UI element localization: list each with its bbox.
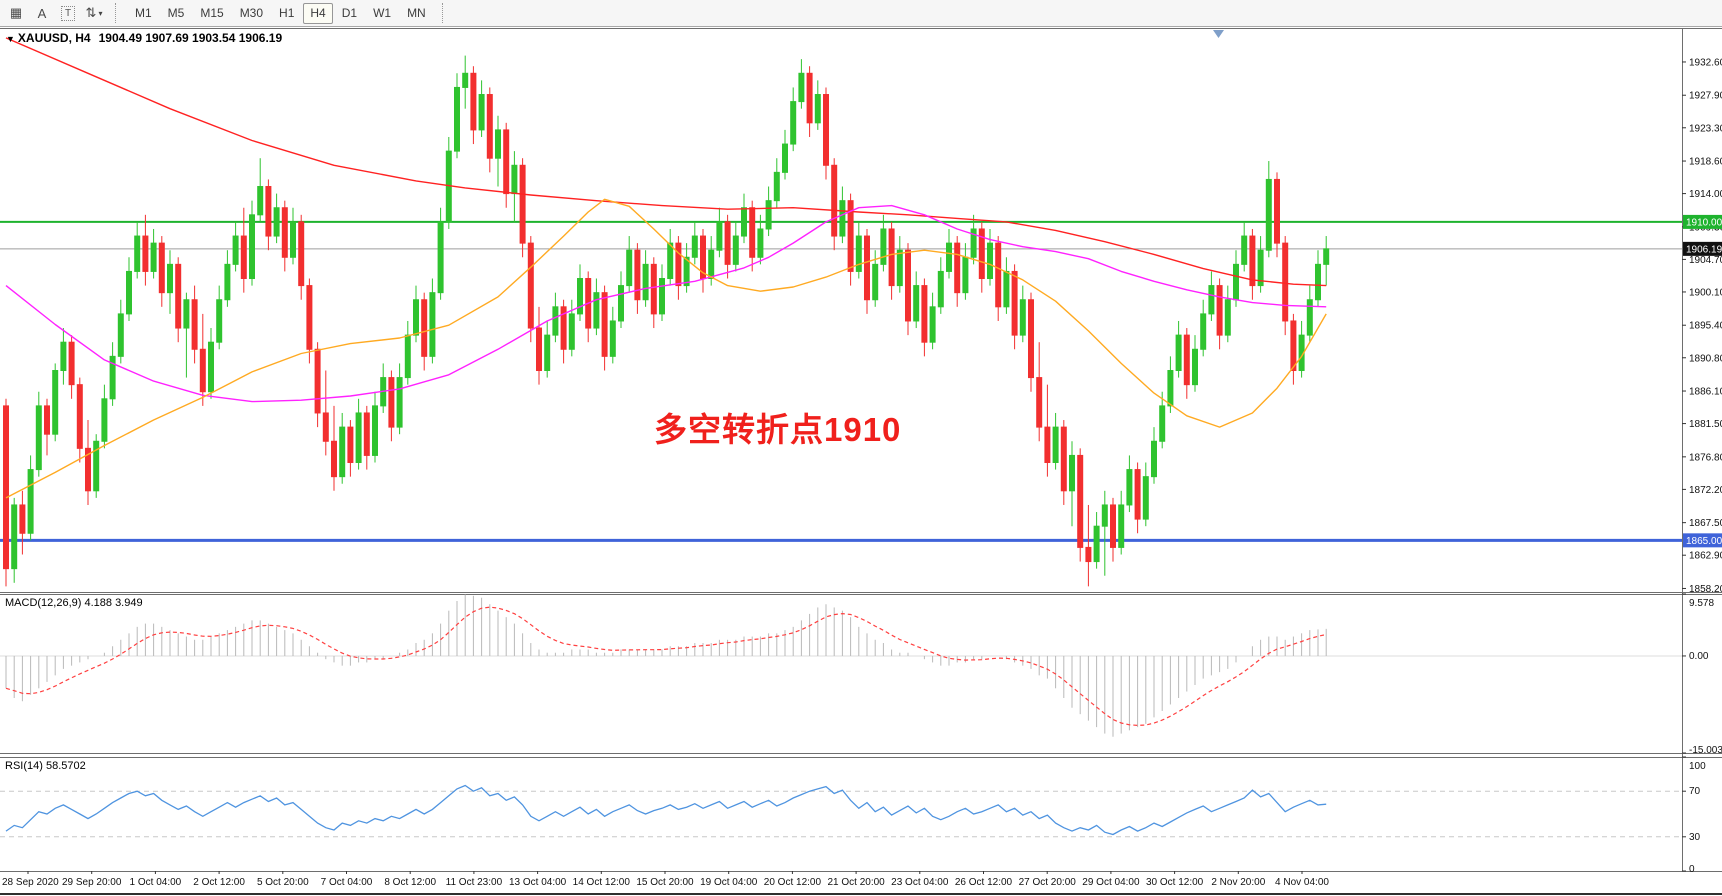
rsi-axis: 100 70 30 0 (1682, 756, 1706, 875)
timeframe-group: M1 M5 M15 M30 H1 H4 D1 W1 MN (127, 2, 434, 24)
svg-text:1910.00: 1910.00 (1686, 217, 1722, 228)
toolbar-separator[interactable] (115, 3, 121, 23)
svg-text:21 Oct 20:00: 21 Oct 20:00 (827, 877, 885, 888)
ma-red-line (5, 37, 1327, 287)
tf-button-mn[interactable]: MN (407, 6, 426, 20)
rsi-levels (0, 790, 1682, 838)
svg-text:1923.30: 1923.30 (1689, 123, 1722, 134)
tf-button-m30[interactable]: M30 (239, 6, 264, 20)
panel-frames (0, 28, 1722, 872)
chart-title: ▼ XAUUSD, H4 1904.49 1907.69 1903.54 1906.… (6, 31, 282, 45)
symbol-dropdown-icon[interactable]: ▼ (6, 34, 15, 44)
chart-shift-marker-icon[interactable] (1213, 30, 1224, 38)
svg-text:7 Oct 04:00: 7 Oct 04:00 (321, 877, 373, 888)
svg-text:1906.19: 1906.19 (1686, 244, 1722, 255)
svg-text:13 Oct 04:00: 13 Oct 04:00 (509, 877, 567, 888)
tf-button-m5[interactable]: M5 (167, 6, 185, 20)
svg-text:4 Nov 04:00: 4 Nov 04:00 (1275, 877, 1329, 888)
svg-text:15 Oct 20:00: 15 Oct 20:00 (636, 877, 694, 888)
svg-text:100: 100 (1689, 761, 1706, 772)
svg-text:8 Oct 12:00: 8 Oct 12:00 (384, 877, 436, 888)
rsi-line (5, 784, 1327, 836)
svg-text:20 Oct 12:00: 20 Oct 12:00 (764, 877, 822, 888)
macd-signal-line (5, 606, 1327, 727)
price-badge-1865.00: 1865.00 (1683, 533, 1722, 548)
svg-text:5 Oct 20:00: 5 Oct 20:00 (257, 877, 309, 888)
tf-button-h4[interactable]: H4 (303, 2, 333, 24)
svg-text:30: 30 (1689, 832, 1701, 843)
svg-text:2 Oct 12:00: 2 Oct 12:00 (193, 877, 245, 888)
svg-text:1895.40: 1895.40 (1689, 321, 1722, 332)
tf-button-m15[interactable]: M15 (200, 6, 224, 20)
tf-button-d1[interactable]: D1 (341, 6, 358, 20)
svg-text:23 Oct 04:00: 23 Oct 04:00 (891, 877, 949, 888)
macd-indicator-label: MACD(12,26,9) 4.188 3.949 (5, 597, 143, 609)
svg-text:29 Oct 04:00: 29 Oct 04:00 (1082, 877, 1140, 888)
svg-text:1900.10: 1900.10 (1689, 287, 1722, 298)
ohlc-values: 1904.49 1907.69 1903.54 1906.19 (98, 31, 283, 45)
macd-histogram (5, 594, 1327, 737)
toolbar-separator-2[interactable] (441, 3, 448, 23)
svg-text:0.00: 0.00 (1689, 651, 1709, 662)
macd-axis: 9.578 0.00 -15.003 (1682, 593, 1722, 756)
rsi-indicator-label: RSI(14) 58.5702 (5, 760, 86, 772)
svg-text:1876.80: 1876.80 (1689, 452, 1722, 463)
ma-orange-line (5, 198, 1327, 499)
svg-text:1890.80: 1890.80 (1689, 353, 1722, 364)
svg-text:1872.20: 1872.20 (1689, 485, 1722, 496)
svg-text:14 Oct 12:00: 14 Oct 12:00 (573, 877, 631, 888)
svg-text:1932.60: 1932.60 (1689, 57, 1722, 68)
svg-text:1904.70: 1904.70 (1689, 255, 1722, 266)
rsi-name: RSI(14) (5, 760, 43, 772)
chart-text-annotation: 多空转折点1910 (654, 411, 902, 448)
svg-text:26 Oct 12:00: 26 Oct 12:00 (955, 877, 1013, 888)
svg-text:2 Nov 20:00: 2 Nov 20:00 (1211, 877, 1265, 888)
font-label-icon[interactable]: A (37, 5, 47, 21)
svg-text:1914.00: 1914.00 (1689, 189, 1722, 200)
new-order-grid-icon[interactable]: ▦ (9, 5, 23, 20)
rsi-value: 58.5702 (45, 760, 86, 772)
ma-magenta-line (5, 204, 1327, 403)
svg-text:28 Sep 2020: 28 Sep 2020 (2, 877, 59, 888)
macd-name: MACD(12,26,9) (5, 597, 82, 609)
toolbar: ▦ A T ⇅ ▾ M1 M5 M15 M30 H1 H4 D1 W1 MN (0, 0, 1722, 27)
macd-values: 4.188 3.949 (84, 597, 143, 609)
svg-text:1 Oct 04:00: 1 Oct 04:00 (130, 877, 182, 888)
time-axis[interactable]: 28 Sep 2020 29 Sep 20:00 1 Oct 04:00 2 Oct … (2, 871, 1329, 888)
svg-text:9.578: 9.578 (1689, 598, 1714, 609)
svg-text:1918.60: 1918.60 (1689, 157, 1722, 168)
svg-text:1858.20: 1858.20 (1689, 584, 1722, 595)
toolbar-icon-group: ▦ A T ⇅ ▾ (3, 2, 107, 24)
symbol-timeframe-label: XAUUSD, H4 (17, 31, 91, 45)
svg-text:19 Oct 04:00: 19 Oct 04:00 (700, 877, 758, 888)
tf-button-h1[interactable]: H1 (279, 6, 295, 20)
svg-text:1927.90: 1927.90 (1689, 91, 1722, 102)
tf-button-w1[interactable]: W1 (373, 6, 392, 20)
svg-text:29 Sep 20:00: 29 Sep 20:00 (62, 877, 122, 888)
candles-layer (3, 55, 1330, 587)
svg-text:70: 70 (1689, 786, 1701, 797)
text-tool-icon[interactable]: T (56, 2, 80, 24)
svg-text:-15.003: -15.003 (1689, 745, 1722, 756)
svg-text:1867.50: 1867.50 (1689, 518, 1722, 529)
svg-text:27 Oct 20:00: 27 Oct 20:00 (1019, 877, 1077, 888)
svg-text:30 Oct 12:00: 30 Oct 12:00 (1146, 877, 1204, 888)
price-badge-1906.19: 1906.19 (1683, 241, 1722, 256)
svg-text:1881.50: 1881.50 (1689, 419, 1722, 430)
svg-text:1862.90: 1862.90 (1689, 551, 1722, 562)
svg-text:11 Oct 23:00: 11 Oct 23:00 (446, 877, 503, 888)
svg-text:1886.10: 1886.10 (1689, 387, 1722, 398)
svg-text:1865.00: 1865.00 (1686, 536, 1722, 547)
tf-button-m1[interactable]: M1 (135, 6, 152, 20)
price-badge-1910.00: 1910.00 (1683, 214, 1722, 229)
svg-text:0: 0 (1689, 864, 1695, 875)
price-axis: 1932.601927.901923.301918.601914.001909.… (1682, 57, 1722, 595)
cursor-arrows-icon[interactable]: ⇅ ▾ (85, 5, 103, 20)
